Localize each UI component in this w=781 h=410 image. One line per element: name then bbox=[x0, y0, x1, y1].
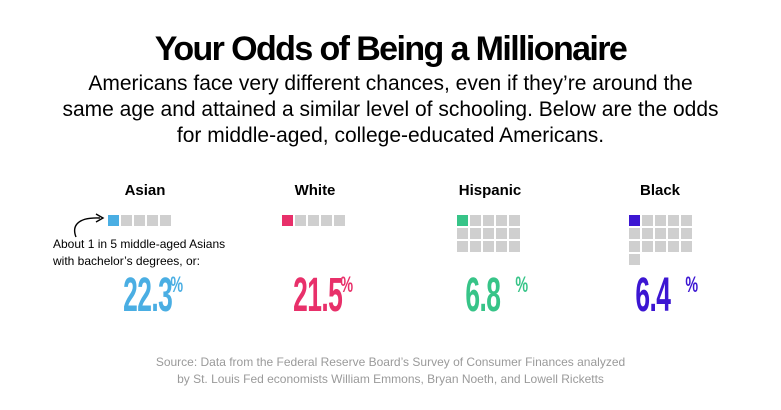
empty-square bbox=[496, 241, 507, 252]
percent-number: 6.8 bbox=[465, 269, 502, 322]
pictogram-grid bbox=[457, 215, 520, 252]
empty-square bbox=[655, 215, 666, 226]
empty-square bbox=[629, 228, 640, 239]
category-label: Black bbox=[639, 182, 681, 199]
empty-square bbox=[483, 215, 494, 226]
empty-square bbox=[681, 215, 692, 226]
empty-square bbox=[668, 228, 679, 239]
annotation-line-1: About 1 in 5 middle-aged Asians bbox=[53, 237, 226, 251]
empty-square bbox=[295, 215, 306, 226]
empty-square bbox=[470, 215, 481, 226]
empty-square bbox=[655, 241, 666, 252]
category-label: Asian bbox=[124, 182, 166, 199]
percent-number: 22.3 bbox=[123, 269, 173, 322]
source-note: Source: Data from the Federal Reserve Bo… bbox=[0, 354, 781, 388]
empty-square bbox=[470, 241, 481, 252]
empty-square bbox=[334, 215, 345, 226]
group-asian: Asian 22.3% bbox=[55, 180, 235, 330]
empty-square bbox=[160, 215, 171, 226]
category-label: White bbox=[294, 182, 336, 199]
empty-square bbox=[509, 228, 520, 239]
empty-square bbox=[483, 228, 494, 239]
highlighted-square bbox=[282, 215, 293, 226]
group-hispanic: Hispanic 6.8% bbox=[400, 180, 580, 330]
empty-square bbox=[308, 215, 319, 226]
empty-square bbox=[629, 254, 640, 265]
highlighted-square bbox=[629, 215, 640, 226]
empty-square bbox=[147, 215, 158, 226]
empty-square bbox=[681, 241, 692, 252]
source-line-2: by St. Louis Fed economists William Emmo… bbox=[177, 372, 604, 386]
empty-square bbox=[642, 228, 653, 239]
percent-sign: % bbox=[515, 272, 529, 297]
chart-subtitle: Americans face very different chances, e… bbox=[62, 72, 719, 147]
annotation-note: About 1 in 5 middle-aged Asians with bac… bbox=[53, 236, 273, 270]
percent-number: 6.4 bbox=[635, 269, 672, 322]
empty-square bbox=[496, 228, 507, 239]
pictogram-grid bbox=[282, 215, 345, 226]
empty-square bbox=[668, 215, 679, 226]
percent-value: 6.8% bbox=[400, 272, 580, 320]
empty-square bbox=[642, 241, 653, 252]
percent-value: 6.4% bbox=[570, 272, 750, 320]
empty-square bbox=[321, 215, 332, 226]
empty-square bbox=[457, 241, 468, 252]
empty-square bbox=[642, 215, 653, 226]
source-line-1: Source: Data from the Federal Reserve Bo… bbox=[155, 355, 626, 369]
category-label: Hispanic bbox=[458, 182, 522, 199]
empty-square bbox=[509, 241, 520, 252]
pictogram-grid bbox=[629, 215, 692, 265]
percent-sign: % bbox=[340, 272, 354, 297]
empty-square bbox=[457, 228, 468, 239]
highlighted-square bbox=[457, 215, 468, 226]
group-black: Black 6.4% bbox=[570, 180, 750, 330]
empty-square bbox=[483, 241, 494, 252]
percent-value: 21.5% bbox=[225, 272, 405, 320]
empty-square bbox=[655, 228, 666, 239]
chart-title: Your Odds of Being a Millionaire bbox=[154, 30, 628, 68]
pictogram-grid bbox=[108, 215, 171, 226]
empty-square bbox=[509, 215, 520, 226]
percent-number: 21.5 bbox=[293, 269, 343, 322]
curved-arrow-icon bbox=[73, 213, 105, 238]
empty-square bbox=[121, 215, 132, 226]
group-white: White 21.5% bbox=[225, 180, 405, 330]
empty-square bbox=[629, 241, 640, 252]
percent-sign: % bbox=[685, 272, 699, 297]
percent-value: 22.3% bbox=[55, 272, 235, 320]
annotation-line-2: with bachelor’s degrees, or: bbox=[53, 254, 200, 268]
highlighted-square bbox=[108, 215, 119, 226]
empty-square bbox=[134, 215, 145, 226]
empty-square bbox=[681, 228, 692, 239]
empty-square bbox=[470, 228, 481, 239]
empty-square bbox=[668, 241, 679, 252]
percent-sign: % bbox=[170, 272, 184, 297]
empty-square bbox=[496, 215, 507, 226]
